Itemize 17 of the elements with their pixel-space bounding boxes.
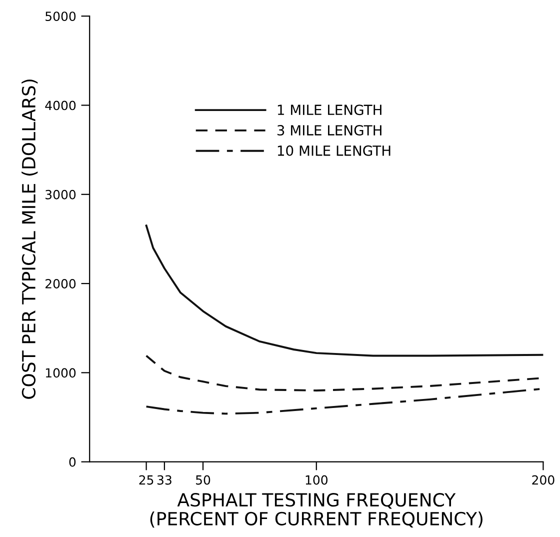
legend-label: 1 MILE LENGTH	[278, 104, 382, 116]
x-tick-label: 25	[139, 475, 154, 485]
x-axis-title: ASPHALT TESTING FREQUENCY (PERCENT OF CURRENT FREQUENCY)	[150, 492, 482, 528]
x-tick-label: 50	[196, 475, 210, 485]
y-tick-label: 5000	[46, 12, 76, 22]
legend-label: 3 MILE LENGTH	[277, 125, 382, 136]
x-tick-label: 200	[532, 475, 554, 485]
x-tick-label: 100	[306, 475, 328, 485]
y-tick-label: 1000	[46, 368, 76, 378]
y-tick-label: 3000	[46, 190, 76, 200]
y-axis-title: COST PER TYPICAL MILE (DOLLARS)	[22, 80, 38, 399]
y-tick-label: 0	[69, 457, 76, 467]
line-series	[145, 224, 544, 357]
legend-label: 10 MILE LENGTH	[278, 145, 390, 156]
y-tick-label: 4000	[45, 100, 76, 110]
y-tick-label: 2000	[46, 279, 76, 288]
x-tick-label: 33	[157, 475, 172, 485]
